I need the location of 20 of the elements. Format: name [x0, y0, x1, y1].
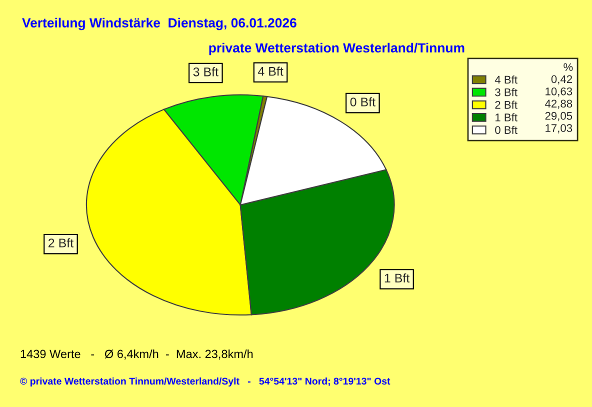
slice-label: 2 Bft: [48, 238, 74, 248]
chart-title: Verteilung Windstärke Dienstag, 06.01.2026: [22, 18, 296, 30]
data-label: 10,63: [546, 87, 572, 97]
data-label: 29,05: [545, 112, 572, 122]
legend-label: 4 Bft: [494, 76, 518, 84]
slice-label: 4 Bft: [258, 66, 284, 76]
legend-label: 3 Bft: [495, 88, 518, 96]
data-label: 0,42: [551, 75, 572, 84]
legend-label: 0 Bft: [495, 126, 518, 134]
slice-label: 1 Bft: [384, 273, 410, 283]
legend-title: %: [564, 63, 573, 72]
legend-label: 2 Bft: [495, 100, 518, 109]
legend-label: 1 Bft: [496, 113, 518, 122]
text: © private Wetterstation Tinnum/Westerland/Sylt - 54°54'13" Nord; 8°19'13" Ost: [20, 377, 390, 387]
text: 1439 Werte - Ø 6,4km/h - Max. 23,8km/h: [20, 349, 253, 360]
slice-label: 0 Bft: [350, 97, 376, 106]
data-label: 17,03: [546, 124, 572, 134]
slice-label: 3 Bft: [193, 67, 218, 76]
data-label: 42,88: [545, 100, 572, 109]
chart-subtitle: private Wetterstation Westerland/Tinnum: [209, 42, 464, 56]
